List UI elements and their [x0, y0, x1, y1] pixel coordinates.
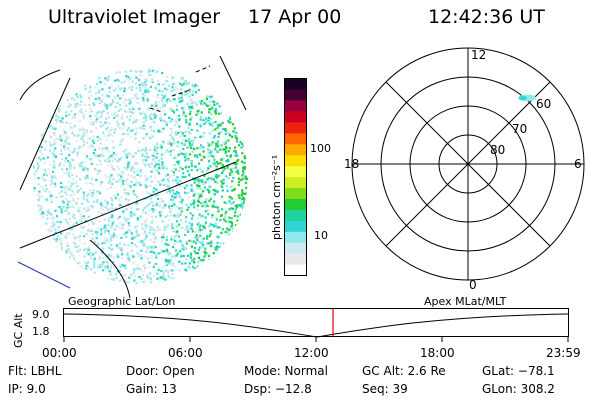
timeline-right-label: Apex MLat/MLT	[424, 295, 507, 308]
colorbar-segment	[284, 132, 307, 145]
colorbar-segment	[284, 209, 307, 221]
timeline-left-label: Geographic Lat/Lon	[68, 295, 176, 308]
colorbar-segment	[284, 110, 307, 123]
uv-image-panel	[17, 55, 248, 299]
colorbar-segment	[284, 264, 307, 276]
colorbar-segment	[284, 121, 307, 134]
ip-info: IP: 9.0	[8, 382, 46, 396]
colorbar-segment	[284, 165, 307, 178]
colorbar-frame	[284, 78, 307, 276]
tick-label-0000: 00:00	[42, 346, 77, 360]
tick-label-1200: 12:00	[294, 346, 329, 360]
tick-label-1800: 18:00	[420, 346, 455, 360]
door-info: Door: Open	[126, 364, 195, 378]
timeline-ymax: 9.0	[32, 308, 50, 321]
glon-info: GLon: 308.2	[482, 382, 555, 396]
aurora-emission-dots	[32, 68, 248, 284]
tick-label-0600: 06:00	[168, 346, 203, 360]
altitude-curve	[63, 313, 569, 338]
lat-label-70: 70	[512, 122, 527, 136]
colorbar-segment	[284, 78, 307, 90]
geographic-meridian-line	[17, 261, 71, 289]
timeline-plot	[63, 308, 569, 342]
mlt-label-18: 18	[344, 157, 359, 171]
mode-info: Mode: Normal	[244, 364, 328, 378]
colorbar-segment	[284, 242, 307, 254]
colorbar-segment	[284, 231, 307, 243]
colorbar-segment	[284, 154, 307, 167]
colorbar	[284, 78, 307, 276]
mlt-label-12: 12	[471, 48, 486, 62]
gc-alt-info: GC Alt: 2.6 Re	[362, 364, 446, 378]
mlt-label-6: 6	[574, 157, 582, 171]
lat-label-60: 60	[536, 97, 551, 111]
gain-info: Gain: 13	[126, 382, 177, 396]
timeline-frame	[63, 308, 569, 337]
filter-info: Flt: LBHL	[8, 364, 62, 378]
lat-label-80: 80	[490, 143, 505, 157]
timeline-ymin: 1.8	[32, 325, 50, 338]
polar-mlt-plot: 12 18 6 0 60 70 80	[344, 47, 585, 292]
diagonal-line-2	[385, 81, 551, 247]
time-label: 12:42:36 UT	[428, 6, 545, 28]
colorbar-segment	[284, 143, 307, 156]
seq-info: Seq: 39	[362, 382, 408, 396]
glat-info: GLat: −78.1	[482, 364, 555, 378]
instrument-title: Ultraviolet Imager	[48, 6, 221, 28]
mlt-label-0: 0	[469, 278, 477, 292]
colorbar-unit-label: photon cm⁻²s⁻¹	[270, 154, 283, 240]
colorbar-tick-100: 100	[310, 142, 331, 155]
auroral-patch	[518, 94, 536, 102]
colorbar-segment	[284, 220, 307, 232]
colorbar-segment	[284, 176, 307, 189]
grid-lines	[19, 55, 247, 299]
colorbar-tick-10: 10	[314, 229, 328, 242]
colorbar-segment	[284, 198, 307, 210]
colorbar-segment	[284, 253, 307, 265]
colorbar-segment	[284, 88, 307, 101]
colorbar-segment	[284, 99, 307, 112]
tick-label-2359: 23:59	[546, 346, 581, 360]
dsp-info: Dsp: −12.8	[244, 382, 312, 396]
date-label: 17 Apr 00	[248, 6, 342, 28]
colorbar-segment	[284, 187, 307, 199]
